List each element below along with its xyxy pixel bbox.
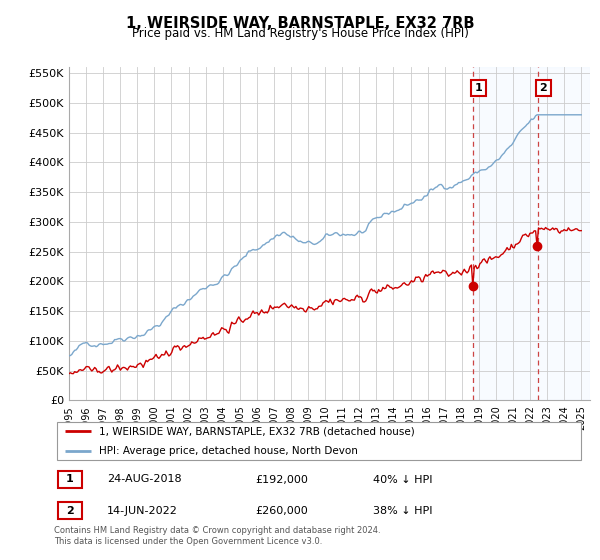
Text: £192,000: £192,000	[256, 474, 308, 484]
Text: 2: 2	[539, 83, 547, 93]
Text: 2: 2	[66, 506, 74, 516]
Text: 14-JUN-2022: 14-JUN-2022	[107, 506, 178, 516]
Text: 1, WEIRSIDE WAY, BARNSTAPLE, EX32 7RB (detached house): 1, WEIRSIDE WAY, BARNSTAPLE, EX32 7RB (d…	[99, 426, 415, 436]
Text: 24-AUG-2018: 24-AUG-2018	[107, 474, 182, 484]
Bar	[473, 67, 590, 400]
Text: 38% ↓ HPI: 38% ↓ HPI	[373, 506, 432, 516]
Text: HPI: Average price, detached house, North Devon: HPI: Average price, detached house, Nort…	[99, 446, 358, 456]
Text: £260,000: £260,000	[256, 506, 308, 516]
Text: Price paid vs. HM Land Registry's House Price Index (HPI): Price paid vs. HM Land Registry's House …	[131, 27, 469, 40]
Text: Contains HM Land Registry data © Crown copyright and database right 2024.
This d: Contains HM Land Registry data © Crown c…	[54, 526, 380, 546]
Text: 1: 1	[475, 83, 482, 93]
Bar	[58, 470, 82, 488]
Text: 1: 1	[66, 474, 74, 484]
Bar	[58, 502, 82, 520]
Text: 40% ↓ HPI: 40% ↓ HPI	[373, 474, 432, 484]
Text: 1, WEIRSIDE WAY, BARNSTAPLE, EX32 7RB: 1, WEIRSIDE WAY, BARNSTAPLE, EX32 7RB	[126, 16, 474, 31]
